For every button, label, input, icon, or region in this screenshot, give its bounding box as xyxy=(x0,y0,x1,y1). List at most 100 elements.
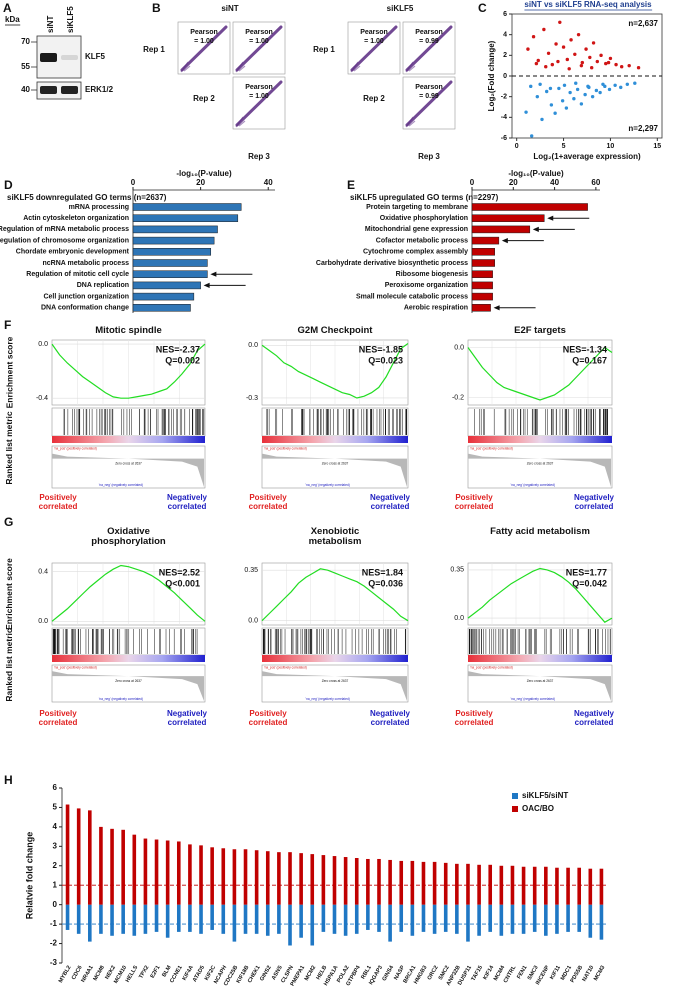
rank-area xyxy=(52,671,204,701)
plot-title: Oxidative phosphorylation xyxy=(91,527,166,548)
point xyxy=(564,106,569,110)
neg-tag: 'na_neg' (negatively correlated) xyxy=(511,697,555,701)
plot-title-box: Mitotic spindle xyxy=(95,326,162,336)
rep-label: Rep 3 xyxy=(248,152,270,161)
y-tick-label: 0 xyxy=(53,900,58,909)
plot-title-box: Oxidative phosphorylation xyxy=(91,527,166,548)
plot-title-box: Xenobiotic metabolism xyxy=(308,527,362,548)
zero-label: Zero cross at 2637 xyxy=(322,461,349,465)
arrow-head xyxy=(203,282,210,288)
y-tick-label: -2 xyxy=(501,94,507,101)
point xyxy=(568,90,572,95)
point xyxy=(573,52,577,56)
point xyxy=(625,82,630,86)
bar xyxy=(277,852,281,905)
stat-value: = 0.99 xyxy=(419,38,439,45)
chart-title: siNT vs siKLF5 RNA-seq analysis xyxy=(524,0,652,9)
bar xyxy=(199,904,203,934)
rank-frame xyxy=(261,664,409,703)
x-tick-label: 5 xyxy=(562,143,566,150)
point xyxy=(576,32,581,37)
point xyxy=(529,84,533,89)
nes-label: NES=2.52 xyxy=(159,567,200,577)
point xyxy=(613,83,617,88)
point xyxy=(549,103,554,107)
category-label: DNA replication xyxy=(77,282,129,289)
bar xyxy=(388,904,392,942)
zero-label: Zero cross at 2637 xyxy=(322,679,349,683)
x-tick-label: 0 xyxy=(515,143,519,150)
point xyxy=(574,81,578,85)
panel-label: A xyxy=(3,1,12,15)
arrow-head xyxy=(493,305,500,311)
chart-title: siKLF5 downregulated GO terms (n=2637) xyxy=(7,193,167,202)
band xyxy=(40,86,57,94)
bar xyxy=(110,904,114,936)
zero-label: Zero cross at 2637 xyxy=(527,679,554,683)
y-tick-label: 0.0 xyxy=(454,344,464,351)
point xyxy=(606,60,611,65)
bar xyxy=(232,904,237,942)
bar xyxy=(221,904,226,934)
rank-bar xyxy=(468,436,612,443)
bar xyxy=(132,248,212,256)
bar xyxy=(277,904,281,934)
bar xyxy=(343,857,348,905)
bar xyxy=(488,864,493,905)
bar xyxy=(354,858,359,905)
panel-label: E xyxy=(347,178,355,192)
bar xyxy=(399,860,404,905)
bar xyxy=(499,904,504,936)
arrow-head xyxy=(210,271,217,277)
q-label: Q=0.167 xyxy=(572,355,607,365)
nes-label: NES=-1.34 xyxy=(563,344,607,354)
x-tick-label: 15 xyxy=(653,143,661,150)
point xyxy=(526,47,530,51)
bar xyxy=(88,810,92,905)
y-axis-title-box: Enrichment score xyxy=(5,337,14,409)
bar xyxy=(521,866,526,905)
point xyxy=(534,61,539,66)
point xyxy=(546,51,551,55)
y-tick-label: 0.35 xyxy=(244,567,258,574)
y-tick-label: -2 xyxy=(50,939,58,948)
rank-area xyxy=(52,453,204,487)
bar xyxy=(88,904,92,942)
point xyxy=(557,86,561,91)
bar xyxy=(299,853,303,905)
group-label: siNT xyxy=(221,4,238,13)
pos-label-box: Positively correlated xyxy=(249,710,288,727)
point xyxy=(633,81,637,85)
point xyxy=(569,38,573,42)
point xyxy=(535,94,540,99)
x-tick-label: 60 xyxy=(591,178,600,187)
y-tick-label: 0 xyxy=(503,73,507,80)
bar xyxy=(532,904,537,932)
group-label: siKLF5 xyxy=(387,4,414,13)
lane-label: siKLF5 xyxy=(66,6,75,33)
plot-title: E2F targets xyxy=(514,326,566,336)
point xyxy=(584,47,588,51)
point xyxy=(608,56,613,61)
bar xyxy=(254,904,259,934)
scatter-cloud xyxy=(405,116,416,128)
plot-title: Xenobiotic metabolism xyxy=(308,527,362,548)
marker-label: 55 xyxy=(21,62,30,71)
scatter-cloud xyxy=(350,61,361,73)
bar xyxy=(154,839,159,905)
x-tick-label: 0 xyxy=(131,178,136,187)
neg-tag: 'na_neg' (negatively correlated) xyxy=(306,697,350,701)
bar xyxy=(471,236,500,245)
scatter-cloud xyxy=(235,80,283,127)
neg-label-box: Negatively correlated xyxy=(574,710,614,727)
bar xyxy=(410,904,415,936)
bar xyxy=(599,868,604,905)
point xyxy=(544,65,548,69)
point xyxy=(594,88,599,93)
y-tick-label: 0.0 xyxy=(454,615,464,622)
point xyxy=(601,82,605,86)
y-tick-label: -4 xyxy=(501,114,507,121)
bar xyxy=(254,850,259,905)
